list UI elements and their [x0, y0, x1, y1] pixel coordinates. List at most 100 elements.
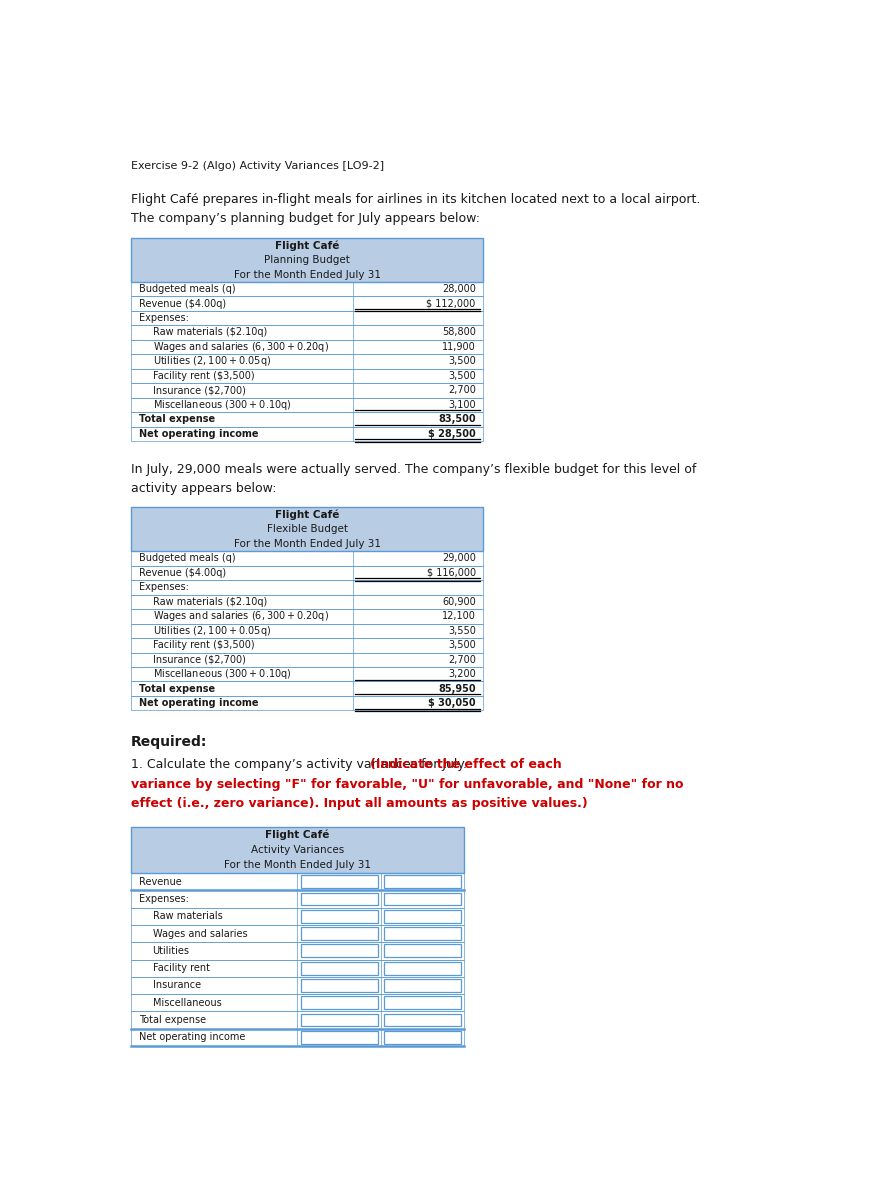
Text: Expenses:: Expenses:	[139, 582, 189, 593]
Text: 2,700: 2,700	[448, 385, 476, 396]
Text: Revenue ($4.00q): Revenue ($4.00q)	[139, 568, 226, 578]
Bar	[131, 942, 464, 960]
Bar	[131, 925, 464, 942]
Bar	[384, 979, 461, 992]
Bar	[384, 1014, 461, 1026]
Text: Utilities ($2,100 + $0.05q): Utilities ($2,100 + $0.05q)	[153, 624, 271, 637]
Bar	[131, 580, 484, 595]
Bar	[131, 1028, 464, 1046]
Text: $ 112,000: $ 112,000	[426, 299, 476, 308]
Bar	[131, 412, 484, 426]
Bar	[131, 508, 484, 551]
Bar	[131, 508, 484, 551]
Bar	[131, 565, 484, 580]
Bar	[131, 994, 464, 1012]
Text: 11,900: 11,900	[442, 342, 476, 352]
Text: Revenue ($4.00q): Revenue ($4.00q)	[139, 299, 226, 308]
Text: Raw materials ($2.10q): Raw materials ($2.10q)	[153, 596, 267, 607]
Bar	[131, 872, 464, 890]
Bar	[131, 942, 464, 960]
Bar	[131, 624, 484, 638]
Text: 85,950: 85,950	[438, 684, 476, 694]
Bar	[131, 977, 464, 994]
Text: Miscellaneous: Miscellaneous	[153, 998, 221, 1008]
Text: $ 116,000: $ 116,000	[427, 568, 476, 578]
Text: Facility rent ($3,500): Facility rent ($3,500)	[153, 371, 254, 380]
Bar	[131, 1012, 464, 1028]
Bar	[131, 653, 484, 667]
Bar	[131, 907, 464, 925]
Bar	[131, 994, 464, 1012]
Text: Budgeted meals (q): Budgeted meals (q)	[139, 553, 235, 564]
Bar	[384, 893, 461, 905]
Text: 60,900: 60,900	[442, 596, 476, 607]
Bar	[300, 979, 378, 992]
Text: Utilities: Utilities	[153, 946, 189, 956]
Bar	[131, 595, 484, 610]
Text: 3,500: 3,500	[448, 641, 476, 650]
Text: (Indicate the effect of each: (Indicate the effect of each	[369, 758, 561, 772]
Text: Total expense: Total expense	[139, 684, 215, 694]
Bar	[384, 875, 461, 888]
Text: Total expense: Total expense	[139, 414, 215, 425]
Bar	[131, 340, 484, 354]
Text: Facility rent ($3,500): Facility rent ($3,500)	[153, 641, 254, 650]
Bar	[300, 1014, 378, 1026]
Text: Miscellaneous ($300 + $0.10q): Miscellaneous ($300 + $0.10q)	[153, 667, 292, 682]
Bar	[131, 624, 484, 638]
Bar	[131, 311, 484, 325]
Bar	[131, 565, 484, 580]
Text: effect (i.e., zero variance). Input all amounts as positive values.): effect (i.e., zero variance). Input all …	[131, 798, 588, 810]
Text: Flexible Budget: Flexible Budget	[266, 524, 347, 534]
Bar	[131, 682, 484, 696]
Bar	[131, 383, 484, 397]
Text: For the Month Ended July 31: For the Month Ended July 31	[234, 539, 381, 548]
Bar	[131, 238, 484, 282]
Text: Insurance ($2,700): Insurance ($2,700)	[153, 655, 245, 665]
Bar	[131, 426, 484, 442]
Bar	[131, 296, 484, 311]
Text: Planning Budget: Planning Budget	[265, 254, 350, 265]
Bar	[131, 925, 464, 942]
Text: Required:: Required:	[131, 736, 207, 749]
Bar	[384, 962, 461, 974]
Bar	[131, 368, 484, 383]
Text: 3,550: 3,550	[448, 625, 476, 636]
Bar	[131, 426, 484, 442]
Text: $ 28,500: $ 28,500	[428, 428, 476, 439]
Text: Exercise 9-2 (Algo) Activity Variances [LO9-2]: Exercise 9-2 (Algo) Activity Variances […	[131, 161, 384, 170]
Text: Total expense: Total expense	[139, 1015, 206, 1025]
Text: Flight Café prepares in-flight meals for airlines in its kitchen located next to: Flight Café prepares in-flight meals for…	[131, 193, 700, 226]
Bar	[131, 551, 484, 565]
Bar	[131, 282, 484, 296]
Text: Facility rent: Facility rent	[153, 964, 210, 973]
Bar	[131, 580, 484, 595]
Bar	[131, 354, 484, 368]
Bar	[131, 872, 464, 890]
Bar	[131, 696, 484, 710]
Bar	[131, 595, 484, 610]
Bar	[131, 696, 484, 710]
Bar	[131, 368, 484, 383]
Text: Net operating income: Net operating income	[139, 698, 258, 708]
Bar	[131, 1012, 464, 1028]
Bar	[131, 682, 484, 696]
Bar	[131, 610, 484, 624]
Bar	[300, 875, 378, 888]
Bar	[131, 667, 484, 682]
Text: 3,100: 3,100	[448, 400, 476, 410]
Text: Miscellaneous ($300 + $0.10q): Miscellaneous ($300 + $0.10q)	[153, 398, 292, 412]
Bar	[131, 960, 464, 977]
Text: Expenses:: Expenses:	[139, 313, 189, 323]
Bar	[131, 311, 484, 325]
Bar	[131, 325, 484, 340]
Text: 58,800: 58,800	[442, 328, 476, 337]
Bar	[131, 827, 464, 872]
Text: 3,200: 3,200	[448, 670, 476, 679]
Bar	[131, 325, 484, 340]
Bar	[300, 928, 378, 940]
Text: Expenses:: Expenses:	[139, 894, 189, 904]
Text: Wages and salaries ($6,300 + $0.20q): Wages and salaries ($6,300 + $0.20q)	[153, 340, 328, 354]
Text: 3,500: 3,500	[448, 371, 476, 380]
Bar	[384, 996, 461, 1009]
